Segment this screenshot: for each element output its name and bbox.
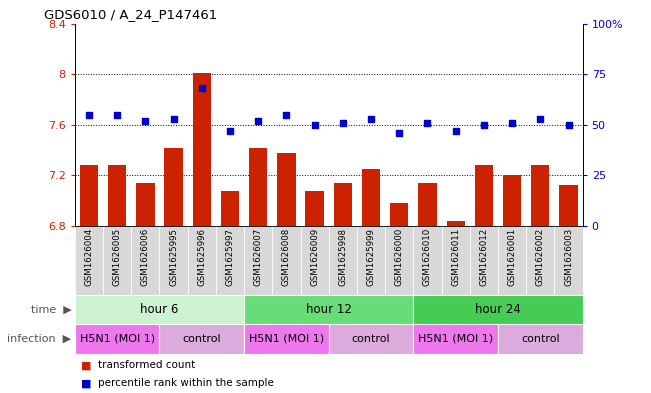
Text: percentile rank within the sample: percentile rank within the sample: [98, 378, 273, 388]
Point: [422, 119, 433, 126]
Text: GSM1626009: GSM1626009: [310, 228, 319, 286]
Text: GSM1625997: GSM1625997: [225, 228, 234, 286]
Bar: [80, 165, 98, 226]
Point: [507, 119, 518, 126]
Bar: [531, 165, 549, 226]
Bar: [221, 191, 239, 226]
Bar: [132, 226, 159, 295]
Bar: [244, 226, 272, 295]
Bar: [329, 324, 413, 354]
Text: GSM1626007: GSM1626007: [254, 228, 263, 286]
Bar: [357, 226, 385, 295]
Bar: [103, 226, 132, 295]
Text: GDS6010 / A_24_P147461: GDS6010 / A_24_P147461: [44, 8, 217, 21]
Bar: [244, 324, 329, 354]
Bar: [193, 73, 211, 226]
Text: control: control: [521, 334, 560, 344]
Text: GSM1625998: GSM1625998: [339, 228, 348, 286]
Bar: [136, 183, 154, 226]
Bar: [413, 324, 498, 354]
Text: time  ▶: time ▶: [31, 305, 72, 314]
Bar: [108, 165, 126, 226]
Bar: [75, 295, 244, 324]
Point: [281, 112, 292, 118]
Point: [478, 122, 489, 128]
Bar: [159, 226, 187, 295]
Text: GSM1626010: GSM1626010: [423, 228, 432, 286]
Point: [225, 128, 235, 134]
Point: [253, 118, 264, 124]
Bar: [277, 152, 296, 226]
Bar: [526, 226, 555, 295]
Text: GSM1625996: GSM1625996: [197, 228, 206, 286]
Point: [563, 122, 574, 128]
Text: GSM1626008: GSM1626008: [282, 228, 291, 286]
Bar: [272, 226, 301, 295]
Bar: [498, 226, 526, 295]
Text: H5N1 (MOI 1): H5N1 (MOI 1): [79, 334, 155, 344]
Bar: [244, 295, 413, 324]
Bar: [75, 226, 103, 295]
Point: [169, 116, 179, 122]
Bar: [555, 226, 583, 295]
Text: H5N1 (MOI 1): H5N1 (MOI 1): [249, 334, 324, 344]
Bar: [165, 147, 183, 226]
Bar: [385, 226, 413, 295]
Text: transformed count: transformed count: [98, 360, 195, 371]
Text: GSM1625999: GSM1625999: [367, 228, 376, 286]
Bar: [249, 147, 268, 226]
Bar: [559, 185, 577, 226]
Point: [140, 118, 150, 124]
Bar: [334, 183, 352, 226]
Bar: [503, 175, 521, 226]
Bar: [216, 226, 244, 295]
Bar: [498, 324, 583, 354]
Point: [450, 128, 461, 134]
Point: [338, 119, 348, 126]
Bar: [413, 226, 441, 295]
Text: GSM1626005: GSM1626005: [113, 228, 122, 286]
Point: [535, 116, 546, 122]
Bar: [301, 226, 329, 295]
Text: H5N1 (MOI 1): H5N1 (MOI 1): [418, 334, 493, 344]
Bar: [470, 226, 498, 295]
Bar: [447, 221, 465, 226]
Point: [112, 112, 122, 118]
Text: control: control: [352, 334, 391, 344]
Point: [197, 85, 207, 92]
Text: ■: ■: [81, 360, 92, 371]
Text: infection  ▶: infection ▶: [7, 334, 72, 344]
Text: GSM1625995: GSM1625995: [169, 228, 178, 286]
Bar: [75, 324, 159, 354]
Text: GSM1626003: GSM1626003: [564, 228, 573, 286]
Text: hour 12: hour 12: [306, 303, 352, 316]
Bar: [441, 226, 470, 295]
Point: [309, 122, 320, 128]
Text: GSM1626001: GSM1626001: [508, 228, 517, 286]
Bar: [329, 226, 357, 295]
Bar: [390, 203, 408, 226]
Bar: [159, 324, 244, 354]
Bar: [187, 226, 216, 295]
Point: [84, 112, 94, 118]
Text: GSM1626002: GSM1626002: [536, 228, 545, 286]
Bar: [419, 183, 437, 226]
Text: ■: ■: [81, 378, 92, 388]
Text: hour 6: hour 6: [141, 303, 178, 316]
Point: [394, 130, 404, 136]
Bar: [305, 191, 324, 226]
Text: GSM1626004: GSM1626004: [85, 228, 94, 286]
Text: GSM1626011: GSM1626011: [451, 228, 460, 286]
Text: GSM1626006: GSM1626006: [141, 228, 150, 286]
Bar: [413, 295, 583, 324]
Text: hour 24: hour 24: [475, 303, 521, 316]
Text: GSM1626012: GSM1626012: [479, 228, 488, 286]
Text: control: control: [182, 334, 221, 344]
Text: GSM1626000: GSM1626000: [395, 228, 404, 286]
Bar: [362, 169, 380, 226]
Bar: [475, 165, 493, 226]
Point: [366, 116, 376, 122]
